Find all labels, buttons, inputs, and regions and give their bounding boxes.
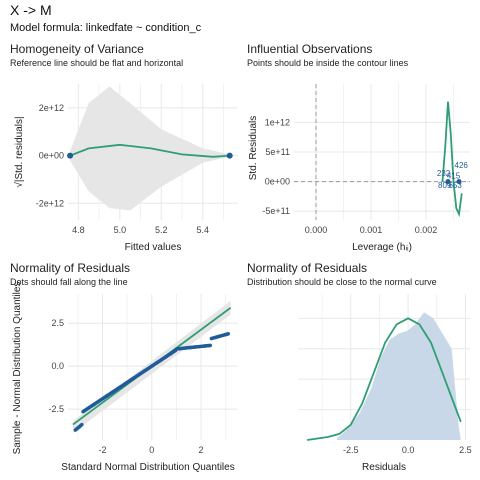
y-tick-label: 0e+00 [39, 151, 64, 161]
x-tick-label: 0.000 [305, 225, 328, 235]
x-axis-label: Residuals [362, 462, 406, 473]
point-label: 415 [447, 172, 461, 181]
y-tick-label: 5e+11 [265, 147, 290, 157]
y-axis-label: Sample - Normal Distribution Quantiles [12, 282, 23, 455]
y-tick-label: 0.0 [51, 361, 64, 371]
y-tick-label: 0e+00 [265, 177, 290, 187]
x-tick-label: 0.001 [360, 225, 383, 235]
data-point [80, 422, 84, 427]
panel-title: Normality of Residuals [247, 261, 367, 275]
y-tick-label: 2e+12 [39, 103, 64, 113]
point-label: 232 [437, 169, 451, 178]
contour-line [441, 101, 463, 218]
y-axis-label: √|Std. residuals| [13, 116, 25, 187]
y-tick-label: 1e+12 [265, 117, 290, 127]
panel-title: Homogeneity of Variance [10, 42, 144, 56]
x-tick-label: -2 [98, 445, 106, 455]
x-tick-label: -2.5 [343, 445, 359, 455]
x-tick-label: 0.002 [415, 225, 438, 235]
y-axis-label: Std. Residuals [248, 116, 259, 180]
data-point [456, 179, 462, 185]
x-axis-label: Leverage (hᵢᵢ) [352, 242, 412, 253]
density-area [336, 312, 461, 440]
fit-line [69, 143, 230, 158]
panel-subtitle: Reference line should be flat and horizo… [10, 58, 183, 68]
data-point [208, 343, 212, 348]
y-tick-label: 2.5 [51, 318, 64, 328]
x-axis-label: Fitted values [125, 242, 182, 253]
panel-subtitle: Dots should fall along the line [10, 277, 128, 287]
x-tick-label: 2 [199, 445, 204, 455]
x-tick-label: 2.5 [459, 445, 472, 455]
y-tick-label: -2e+12 [36, 198, 64, 208]
data-point [445, 179, 451, 185]
x-tick-label: 5.2 [155, 225, 168, 235]
data-point [226, 332, 230, 336]
normal-curve [307, 317, 462, 441]
x-tick-label: 5.0 [114, 225, 127, 235]
panel-subtitle: Points should be inside the contour line… [247, 58, 409, 68]
panel-subtitle: Distribution should be close to the norm… [247, 277, 437, 287]
y-tick-label: -2.5 [48, 404, 64, 414]
point-label: 809 [438, 181, 452, 190]
point-label: 653 [448, 181, 462, 190]
figure-subtitle: Model formula: linkedfate ~ condition_c [10, 22, 202, 34]
x-axis-label: Standard Normal Distribution Quantiles [61, 462, 234, 473]
y-tick-label: -5e+11 [262, 206, 290, 216]
point-label: 426 [455, 161, 469, 170]
panel-title: Normality of Residuals [10, 261, 130, 275]
x-tick-label: 0 [149, 445, 154, 455]
data-point [67, 152, 74, 159]
figure-title: X -> M [10, 2, 52, 18]
panel-title: Influential Observations [247, 42, 372, 56]
data-point [226, 152, 233, 159]
x-tick-label: 0.0 [402, 445, 415, 455]
x-tick-label: 4.8 [72, 225, 85, 235]
x-tick-label: 5.4 [196, 225, 209, 235]
